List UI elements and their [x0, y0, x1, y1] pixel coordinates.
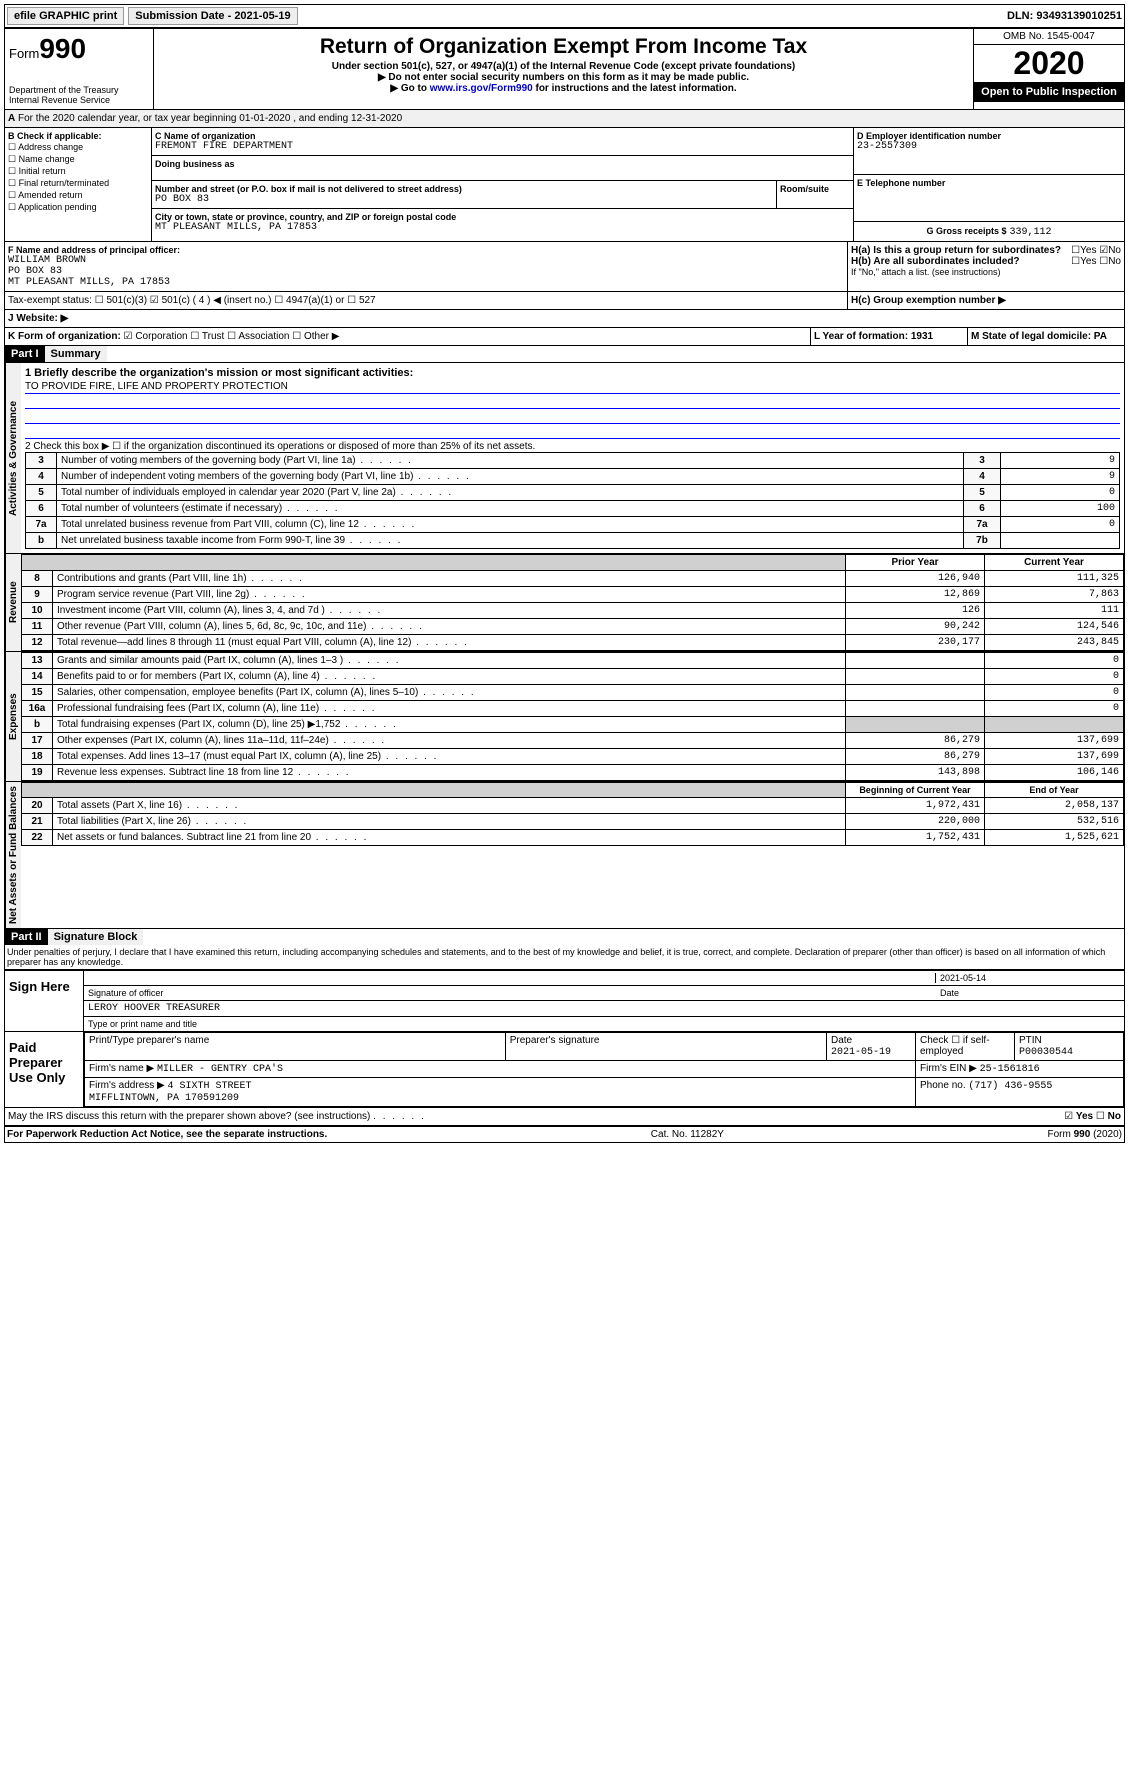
tax-status: Tax-exempt status: ☐ 501(c)(3) ☑ 501(c) …: [5, 292, 848, 309]
gross-receipts: 339,112: [1010, 227, 1052, 238]
foot-left: For Paperwork Reduction Act Notice, see …: [7, 1129, 327, 1140]
part2-hdr: Part II: [5, 929, 48, 945]
expenses-table: 13Grants and similar amounts paid (Part …: [21, 652, 1124, 781]
ptin: P00030544: [1019, 1047, 1073, 1058]
open-public: Open to Public Inspection: [974, 82, 1124, 102]
form-main: Form990 Department of the Treasury Inter…: [4, 28, 1125, 1143]
ein: 23-2557309: [857, 141, 1121, 152]
mission: TO PROVIDE FIRE, LIFE AND PROPERTY PROTE…: [25, 381, 1120, 394]
irs-link[interactable]: www.irs.gov/Form990: [430, 83, 533, 94]
foot-mid: Cat. No. 11282Y: [651, 1129, 724, 1140]
subtitle: Under section 501(c), 527, or 4947(a)(1)…: [158, 61, 969, 72]
tax-year: 2020: [974, 45, 1124, 82]
box-b: B Check if applicable: ☐ Address change …: [5, 128, 152, 241]
omb: OMB No. 1545-0047: [974, 29, 1124, 45]
efile-button[interactable]: efile GRAPHIC print: [7, 7, 124, 25]
net-table: Beginning of Current YearEnd of Year20To…: [21, 782, 1124, 846]
domicile: M State of legal domicile: PA: [968, 328, 1124, 345]
note1: ▶ Do not enter social security numbers o…: [158, 72, 969, 83]
vtab-revenue: Revenue: [5, 554, 21, 651]
org-address: PO BOX 83: [155, 194, 773, 205]
vtab-governance: Activities & Governance: [5, 363, 21, 553]
sign-date: 2021-05-14: [935, 973, 1120, 983]
part1-hdr: Part I: [5, 346, 45, 362]
sign-here: Sign Here: [5, 971, 83, 1031]
website: J Website: ▶: [8, 313, 68, 324]
firm-phone: (717) 436-9555: [968, 1081, 1052, 1092]
paid-preparer: Paid Preparer Use Only: [5, 1032, 83, 1107]
submission-date: Submission Date - 2021-05-19: [128, 7, 297, 25]
revenue-table: Prior YearCurrent Year8Contributions and…: [21, 554, 1124, 651]
topbar: efile GRAPHIC print Submission Date - 20…: [4, 4, 1125, 28]
dept: Department of the Treasury Internal Reve…: [9, 85, 149, 105]
period: A For the 2020 calendar year, or tax yea…: [5, 110, 1124, 128]
officer-sign-name: LEROY HOOVER TREASURER: [88, 1003, 220, 1014]
vtab-net: Net Assets or Fund Balances: [5, 782, 21, 928]
discuss: May the IRS discuss this return with the…: [5, 1108, 1124, 1127]
officer-name: WILLIAM BROWN: [8, 255, 844, 266]
year-formed: L Year of formation: 1931: [811, 328, 968, 345]
org-city: MT PLEASANT MILLS, PA 17853: [155, 222, 850, 233]
org-name: FREMONT FIRE DEPARTMENT: [155, 141, 850, 152]
governance-table: 3Number of voting members of the governi…: [25, 452, 1120, 549]
note2: ▶ Go to www.irs.gov/Form990 for instruct…: [158, 83, 969, 94]
ein-label: D Employer identification number: [857, 131, 1121, 141]
foot-right: Form 990 (2020): [1048, 1129, 1122, 1140]
form-number: Form990: [9, 33, 149, 65]
line-k: K Form of organization: ☑ Corporation ☐ …: [5, 328, 811, 345]
penalty: Under penalties of perjury, I declare th…: [5, 945, 1124, 969]
vtab-expenses: Expenses: [5, 652, 21, 781]
form-title: Return of Organization Exempt From Incom…: [158, 35, 969, 59]
firm-name: MILLER - GENTRY CPA'S: [157, 1064, 283, 1075]
box-h: H(a) Is this a group return for subordin…: [848, 242, 1124, 291]
dln: DLN: 93493139010251: [1007, 10, 1122, 22]
